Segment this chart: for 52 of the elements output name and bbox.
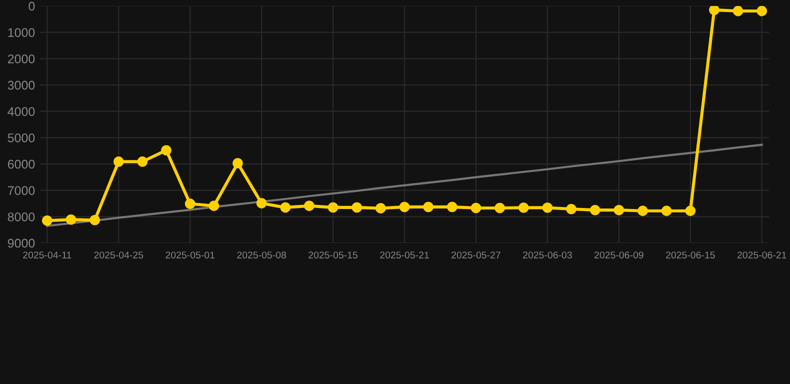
point (685, 206, 696, 216)
point (470, 202, 482, 214)
point (328, 202, 338, 213)
point (542, 202, 553, 213)
point (566, 204, 576, 214)
x-tick-label: 2025-06-15 (666, 252, 715, 258)
point (256, 198, 267, 208)
y-tick-label: 8000 (8, 212, 35, 222)
x-tick-label: 2025-06-03 (523, 252, 572, 258)
point (137, 156, 148, 167)
x-tick-label: 2025-05-27 (452, 252, 500, 258)
point (66, 214, 76, 225)
point (661, 206, 672, 216)
point (590, 204, 600, 216)
point (423, 202, 434, 212)
y-tick-label: 5000 (8, 133, 35, 142)
point (208, 200, 220, 212)
x-tick-label: 2025-05-01 (166, 252, 214, 258)
point (90, 214, 100, 226)
point (352, 202, 362, 213)
y-tick-label: 6000 (8, 160, 35, 169)
point (399, 202, 410, 212)
point (446, 202, 458, 212)
point (614, 204, 624, 216)
x-tick-label: 2025-04-11 (23, 252, 72, 258)
x-tick-label: 2025-06-09 (594, 252, 644, 258)
x-tick-label: 2025-04-25 (94, 252, 144, 258)
point (42, 215, 52, 226)
y-tick-label: 3000 (8, 80, 35, 90)
point (518, 202, 529, 213)
y-tick-label: 4000 (8, 107, 35, 116)
x-tick-label: 2025-05-08 (237, 252, 286, 258)
point (494, 202, 506, 214)
point (756, 6, 768, 16)
point (280, 202, 291, 213)
point (113, 156, 124, 167)
point (184, 198, 196, 209)
y-tick-label: 9000 (8, 238, 35, 248)
y-tick-label: 1000 (8, 28, 35, 37)
point (375, 203, 386, 214)
x-tick-label: 2025-05-15 (308, 252, 358, 258)
point (232, 158, 243, 168)
x-tick-label: 2025-05-21 (380, 252, 429, 258)
y-tick-label: 7000 (8, 186, 35, 195)
point (638, 206, 648, 216)
point (732, 6, 744, 16)
point (161, 145, 172, 156)
x-tick-label: 2025-06-21 (737, 252, 786, 258)
y-tick-label: 2000 (8, 54, 35, 64)
point (708, 6, 720, 16)
y-tick-label: 0 (28, 2, 35, 11)
point (304, 200, 314, 212)
